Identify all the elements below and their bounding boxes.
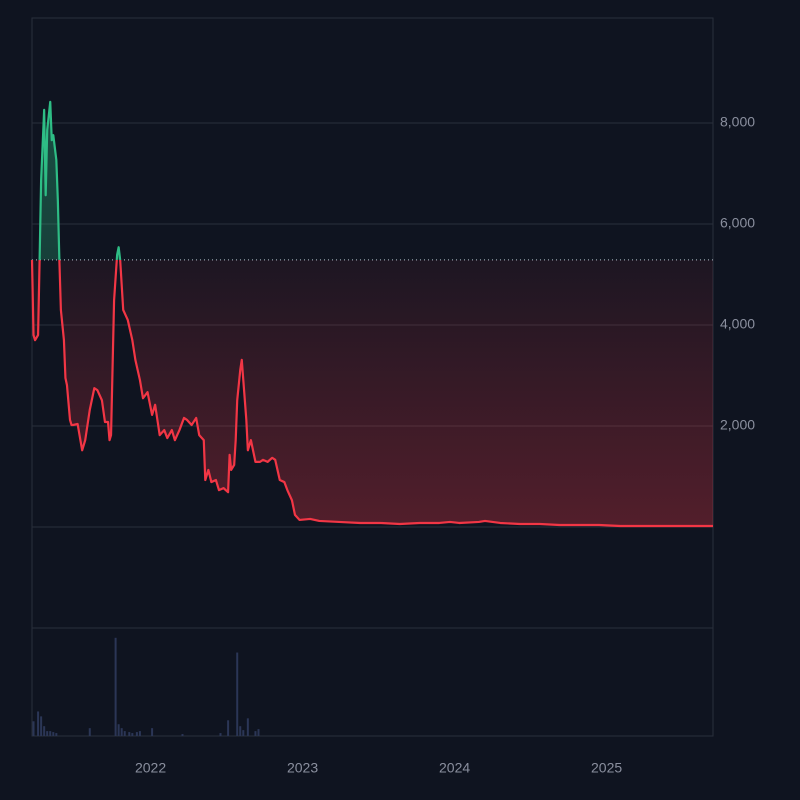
- y-tick-label: 6,000: [720, 215, 755, 231]
- volume-bar: [151, 728, 154, 736]
- volume-bar: [242, 730, 245, 736]
- volume-bar: [246, 718, 249, 736]
- x-tick-label: 2025: [591, 760, 622, 776]
- volume-bar: [128, 732, 131, 736]
- line-below: [30, 259, 713, 528]
- volume-bar: [49, 731, 52, 736]
- volume-bar: [219, 733, 222, 736]
- volume-bar: [239, 726, 242, 736]
- volume-bar: [138, 731, 141, 736]
- volume-bar: [123, 731, 126, 736]
- volume-bar: [37, 711, 40, 736]
- volume-bar: [88, 728, 91, 736]
- volume-bar: [52, 732, 55, 736]
- y-tick-label: 2,000: [720, 417, 755, 433]
- volume-bar: [117, 724, 120, 736]
- volume-bar: [227, 720, 230, 736]
- volume-bar: [135, 732, 138, 736]
- volume-bar: [46, 731, 49, 736]
- volume-bar: [32, 721, 35, 736]
- volume-bar: [254, 731, 257, 736]
- x-tick-label: 2022: [135, 760, 166, 776]
- y-tick-label: 4,000: [720, 316, 755, 332]
- volume-bar: [181, 734, 184, 736]
- volume-bar: [131, 733, 134, 736]
- volume-bar: [55, 733, 58, 736]
- y-tick-label: 8,000: [720, 114, 755, 130]
- x-tick-label: 2024: [439, 760, 470, 776]
- volume-bar: [114, 637, 117, 736]
- volume-bar: [120, 728, 123, 736]
- volume-bar: [40, 716, 43, 736]
- volume-bar: [236, 652, 239, 736]
- volume-bar: [43, 726, 46, 736]
- x-tick-label: 2023: [287, 760, 318, 776]
- volume-bar: [257, 729, 260, 736]
- area-below: [32, 259, 713, 526]
